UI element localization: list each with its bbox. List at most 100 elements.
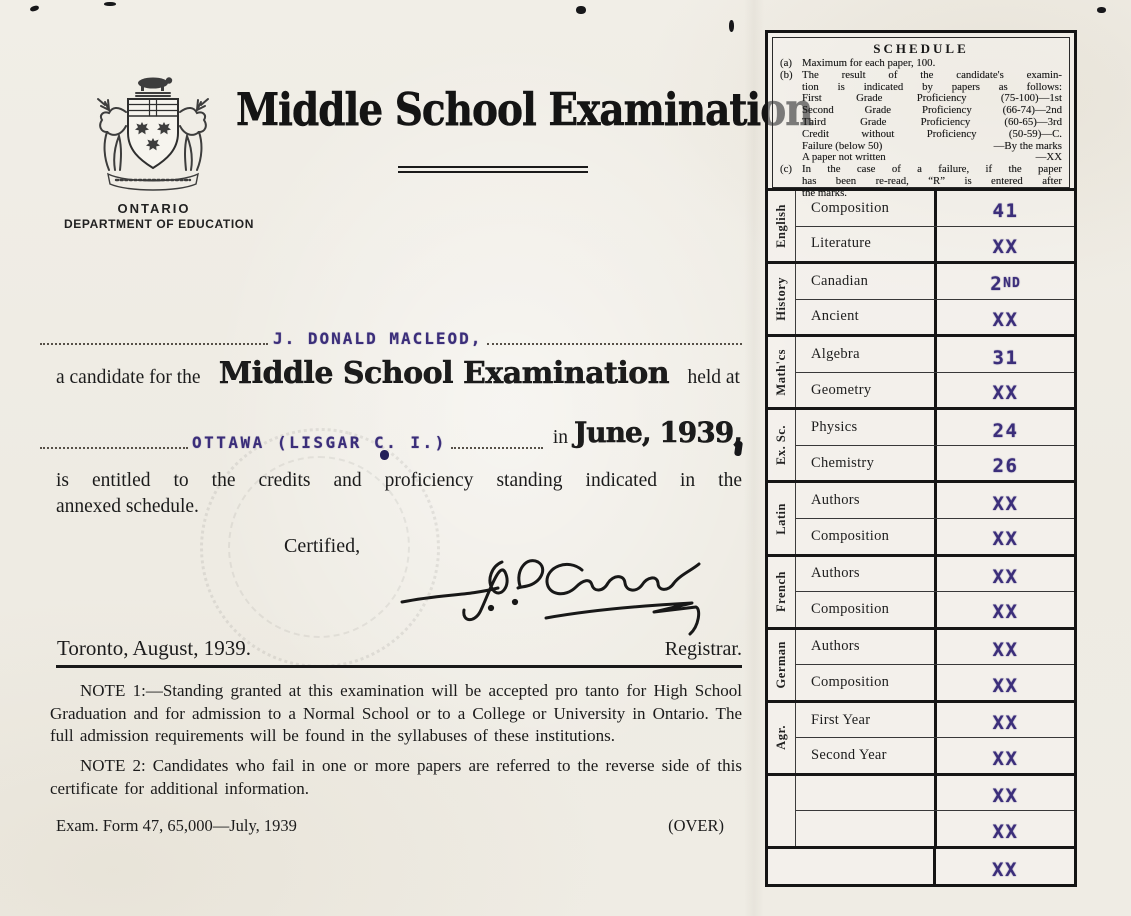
subject-cell: Algebra [796, 337, 937, 372]
mark-cell: XX [992, 712, 1019, 735]
scan-speck [1097, 7, 1106, 13]
dotted-leader [40, 337, 268, 345]
schedule-row: XX [796, 810, 1074, 846]
mark-cell: 41 [992, 200, 1019, 223]
group-label: French [774, 571, 788, 613]
schedule-row: Chemistry 26 [796, 444, 1074, 481]
schedule-note-line: (a) Maximum for each paper, 100. [780, 57, 936, 69]
paper-crease [744, 0, 764, 916]
schedule-group: XX XX [768, 772, 1074, 846]
schedule-note-line: First Grade Proficiency (75-100)—1st [802, 92, 1062, 105]
horizontal-rule [56, 665, 742, 669]
embossed-seal-watermark-inner [228, 456, 410, 638]
mark-cell: XX [992, 492, 1019, 515]
schedule-notes: (a) Maximum for each paper, 100. (b) The re… [780, 57, 1062, 200]
subject-cell: Composition [796, 191, 937, 226]
subject-cell: Authors [796, 556, 937, 592]
schedule-note-line: (b) The result of the candidate's examin- [780, 68, 1062, 81]
candidate-name: J. DONALD MACLEOD, [273, 329, 483, 348]
group-label-cell [768, 849, 795, 884]
group-label-cell: Ex. Sc. [768, 410, 796, 481]
schedule-row: Geometry XX [796, 371, 1074, 408]
subject-cell [796, 775, 937, 811]
mark-cell: XX [992, 638, 1019, 661]
mark-cell: XX [992, 747, 1019, 770]
candidate-prefix: a candidate for the [56, 367, 201, 388]
over-label: (OVER) [668, 816, 724, 835]
registrar-label: Registrar. [664, 638, 742, 660]
mark-cell: XX [992, 674, 1019, 697]
ink-mark [380, 450, 389, 460]
subject-cell: Second Year [796, 738, 937, 773]
schedule-title: SCHEDULE [873, 41, 969, 56]
schedule-group-latin: Latin Authors XX Composition XX [768, 480, 1074, 554]
subject-cell: Chemistry [796, 445, 937, 481]
schedule-group: XX [768, 845, 1074, 885]
schedule-row: Authors XX [796, 483, 1074, 518]
schedule-row: Authors XX [796, 629, 1074, 665]
in-text: in [552, 427, 569, 448]
subject-cell: Physics [796, 410, 937, 445]
schedule-note-line: Third Grade Proficiency (60-65)—3rd [802, 115, 1062, 128]
subject-cell: Literature [796, 226, 937, 262]
schedule-row: Composition XX [796, 664, 1074, 700]
schedule-group-agr: Agr. First Year XX Second Year XX [768, 699, 1074, 773]
mark-cell: XX [992, 858, 1018, 881]
entitlement-line2: annexed schedule. [56, 496, 199, 517]
dotted-leader [450, 441, 543, 449]
mark-cell: XX [992, 785, 1019, 808]
scan-speck [104, 2, 116, 6]
mark-cell: XX [992, 820, 1019, 843]
exam-location: OTTAWA (LISGAR C. I.) [192, 433, 447, 452]
group-label: English [774, 204, 788, 248]
scan-speck [729, 20, 734, 32]
form-footer: Exam. Form 47, 65,000—July, 1939 (OVER) [56, 816, 724, 836]
schedule-note-line: Second Grade Proficiency (66-74)—2nd [802, 104, 1062, 117]
schedule-table: SCHEDULE (a) Maximum for each paper, 100.… [765, 30, 1077, 887]
crest-caption-department: DEPARTMENT OF EDUCATION [63, 217, 254, 231]
schedule-note-line: Failure (below 50) —By the marks [802, 139, 1062, 152]
group-label-cell [768, 775, 796, 846]
group-label-cell: English [768, 191, 796, 262]
exam-name-inline: Middle School Examination [218, 356, 670, 392]
mark-cell: XX [992, 528, 1019, 551]
registrar-signature [396, 550, 712, 642]
schedule-header-box: SCHEDULE (a) Maximum for each paper, 100.… [772, 37, 1070, 199]
schedule-row: Canadian 2ND [796, 264, 1074, 299]
schedule-group-history: History Canadian 2ND Ancient XX [768, 261, 1074, 335]
schedule-group-mathcs: Math'cs Algebra 31 Geometry XX [768, 334, 1074, 408]
ink-mark [733, 440, 744, 457]
group-label-cell: Math'cs [768, 337, 796, 408]
schedule-rows: English Composition 41 Literature XX History C… [768, 188, 1074, 885]
form-id: Exam. Form 47, 65,000—July, 1939 [56, 816, 297, 835]
group-label: Math'cs [774, 348, 788, 396]
subject-cell: Geometry [796, 372, 937, 408]
exam-session: June, 1939, [574, 416, 743, 450]
held-at-text: held at [687, 367, 740, 388]
group-label-cell: French [768, 556, 796, 627]
schedule-note-line: (c) In the case of a failure, if the pape… [780, 163, 1062, 176]
mark-cell: XX [992, 308, 1019, 331]
ontario-coat-of-arms-icon [86, 70, 220, 202]
schedule-group-exsc: Ex. Sc. Physics 24 Chemistry 26 [768, 407, 1074, 481]
location-line: OTTAWA (LISGAR C. I.) in June, 1939, [40, 416, 743, 452]
schedule-row: Composition XX [796, 518, 1074, 554]
note-1: NOTE 1:—Standing granted at this examina… [50, 681, 742, 746]
group-label: German [774, 640, 788, 689]
mark-cell: XX [992, 565, 1019, 588]
subject-cell: Ancient [796, 299, 937, 335]
crest-caption-ontario: ONTARIO [117, 201, 191, 216]
schedule-group-english: English Composition 41 Literature XX [768, 188, 1074, 262]
schedule-row: Composition XX [796, 591, 1074, 627]
subject-cell: Authors [796, 629, 937, 665]
subject-cell [796, 811, 937, 846]
subject-cell [795, 848, 936, 885]
scan-speck [29, 4, 40, 13]
entitlement-line1: is entitled to the credits and proficien… [56, 470, 742, 491]
subject-cell: Composition [796, 665, 937, 700]
certified-label: Certified, [284, 535, 361, 557]
group-label-cell: Agr. [768, 702, 796, 773]
schedule-group-german: German Authors XX Composition XX [768, 626, 1074, 700]
schedule-row: Physics 24 [796, 410, 1074, 445]
